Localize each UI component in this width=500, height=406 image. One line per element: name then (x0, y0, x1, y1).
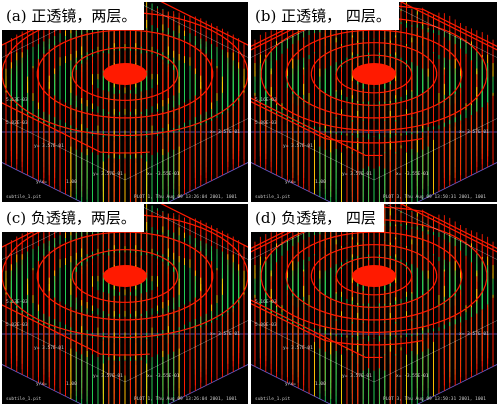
z-bottom-label: 5.02E-03 (6, 121, 28, 126)
panel-title: (d) 负透镜， 四层 (251, 204, 384, 232)
ring-contour (71, 47, 179, 101)
panel-title: (b) 正透镜， 四层。 (251, 2, 399, 30)
surface (2, 204, 248, 404)
z-bottom-label: 5.02E-03 (6, 323, 28, 328)
file-label: subtile_1.pit (6, 195, 42, 200)
x-axis-label: x= 3.57E-01 (459, 130, 489, 135)
ring-contour (2, 214, 248, 338)
ring-contour (285, 29, 463, 119)
x-axis-label: x= 3.57E-01 (210, 332, 240, 337)
ratio-value: 1.00 (315, 180, 326, 185)
center-disc (352, 265, 396, 287)
center-disc (103, 265, 147, 287)
ring-contour (71, 249, 179, 303)
x-corner-label: x= -3.55E-01 (147, 374, 180, 379)
y-axis-label: y= 3.57E-01 (34, 144, 64, 149)
ring-contour (36, 29, 214, 119)
center-disc (103, 63, 147, 85)
z-top-label: 5.13E-03 (6, 300, 28, 305)
surface-plot-a (2, 2, 248, 202)
y-corner-label: y= 3.57E-01 (93, 374, 123, 379)
surface (2, 2, 248, 202)
ratio-label: y/x= (36, 382, 47, 387)
panel-c: (c) 负透镜，两层。 5.13E-03 5.02E-03 x= 3.57E-0… (2, 204, 248, 404)
panel-title: (c) 负透镜，两层。 (2, 204, 144, 232)
file-label: subtile_1.pit (6, 397, 42, 402)
top-outline (251, 2, 497, 181)
ring-contour (335, 256, 413, 296)
panel-b: (b) 正透镜， 四层。 5.16E-03 5.00E-03 x= 3.57E-… (251, 2, 497, 202)
x-axis-label: x= 3.57E-01 (459, 332, 489, 337)
surface-plot-d (251, 204, 497, 404)
y-corner-label: y= 3.57E-01 (93, 172, 123, 177)
ratio-label: y/x= (285, 180, 296, 185)
panel-title: (a) 正透镜，两层。 (2, 2, 145, 30)
top-outline (2, 2, 248, 181)
ratio-value: 1.00 (66, 180, 77, 185)
y-corner-label: y= 3.57E-01 (342, 374, 372, 379)
ring-contour (335, 54, 413, 94)
panel-d: (d) 负透镜， 四层 5.16E-03 5.00E-03 x= 3.57E-0… (251, 204, 497, 404)
z-bottom-label: 5.00E-03 (255, 323, 277, 328)
ring-contour (251, 2, 497, 157)
x-corner-label: x= -3.55E-01 (147, 172, 180, 177)
top-outline (2, 204, 248, 383)
ring-contour (2, 12, 248, 136)
z-top-label: 5.13E-03 (6, 98, 28, 103)
y-axis-label: y= 3.57E-01 (283, 346, 313, 351)
surface (251, 2, 497, 202)
plot-info-label: PLOT 1, Thu Aug 09 13:26:04 2001, 1001 (134, 195, 237, 200)
ring-contour (285, 231, 463, 321)
panel-a: (a) 正透镜，两层。 5.13E-03 5.02E-03 x= 3.57E-0… (2, 2, 248, 202)
ring-contour (310, 42, 438, 106)
z-top-label: 5.16E-03 (255, 98, 277, 103)
ring-contour (260, 219, 488, 333)
y-corner-label: y= 3.57E-01 (342, 172, 372, 177)
top-outline (251, 204, 497, 383)
file-label: subtile_1.pit (255, 195, 291, 200)
y-axis-label: y= 3.57E-01 (34, 346, 64, 351)
plot-info-label: PLOT 3, Thu Aug 09 13:50:31 2001, 1001 (383, 195, 486, 200)
ring-contour (260, 17, 488, 131)
surface-plot-c (2, 204, 248, 404)
ratio-label: y/x= (36, 180, 47, 185)
x-axis-label: x= 3.57E-01 (210, 130, 240, 135)
x-corner-label: x= -3.55E-01 (396, 172, 429, 177)
surface-plot-b (251, 2, 497, 202)
surface (251, 204, 497, 404)
ring-contour (251, 204, 497, 359)
z-bottom-label: 5.00E-03 (255, 121, 277, 126)
ring-contour (310, 244, 438, 308)
ratio-value: 1.00 (66, 382, 77, 387)
plot-info-label: PLOT 1, Thu Aug 09 13:26:04 2001, 1001 (134, 397, 237, 402)
center-disc (352, 63, 396, 85)
z-top-label: 5.16E-03 (255, 300, 277, 305)
y-axis-label: y= 3.57E-01 (283, 144, 313, 149)
ring-contour (36, 231, 214, 321)
